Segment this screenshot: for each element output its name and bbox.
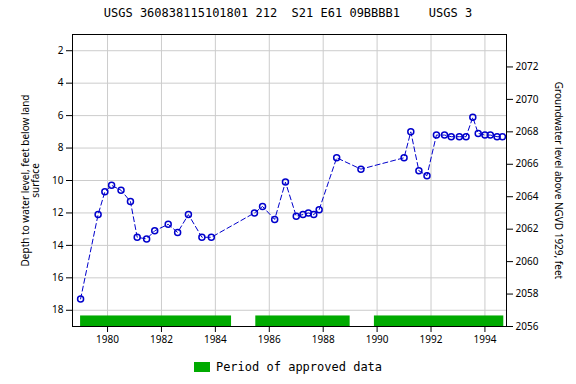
svg-text:1992: 1992 bbox=[420, 332, 443, 346]
svg-text:Groundwater level above NGVD 1: Groundwater level above NGVD 1929, feet bbox=[552, 82, 566, 280]
svg-text:14: 14 bbox=[52, 238, 64, 252]
svg-text:1988: 1988 bbox=[312, 332, 335, 346]
svg-text:1986: 1986 bbox=[258, 332, 281, 346]
svg-text:18: 18 bbox=[52, 302, 64, 316]
svg-text:2066: 2066 bbox=[516, 156, 539, 170]
svg-text:1984: 1984 bbox=[204, 332, 227, 346]
svg-text:16: 16 bbox=[52, 270, 64, 284]
svg-text:1982: 1982 bbox=[150, 332, 173, 346]
svg-text:10: 10 bbox=[52, 173, 64, 187]
html-text:USGS 360838115101801 212 S21 E: USGS 360838115101801 212 S21 E61 09BBBB1… bbox=[103, 6, 473, 20]
svg-text:2064: 2064 bbox=[516, 189, 539, 203]
svg-text:12: 12 bbox=[52, 205, 64, 219]
svg-text:4: 4 bbox=[58, 75, 64, 89]
svg-text:2070: 2070 bbox=[516, 92, 539, 106]
svg-text:1994: 1994 bbox=[473, 332, 496, 346]
svg-text:2: 2 bbox=[58, 43, 64, 57]
svg-text:2056: 2056 bbox=[516, 319, 539, 333]
svg-text:1980: 1980 bbox=[96, 332, 119, 346]
svg-text:1990: 1990 bbox=[366, 332, 389, 346]
svg-text:6: 6 bbox=[58, 108, 64, 122]
svg-text:2068: 2068 bbox=[516, 124, 539, 138]
svg-text:2058: 2058 bbox=[516, 286, 539, 300]
html-text:Period of approved data: Period of approved data bbox=[215, 360, 383, 374]
svg-text:Depth to water level, feet bel: Depth to water level, feet below landsur… bbox=[18, 95, 42, 267]
svg-text:2060: 2060 bbox=[516, 254, 539, 268]
svg-text:2072: 2072 bbox=[516, 59, 539, 73]
svg-text:8: 8 bbox=[58, 140, 64, 154]
svg-text:2062: 2062 bbox=[516, 221, 539, 235]
